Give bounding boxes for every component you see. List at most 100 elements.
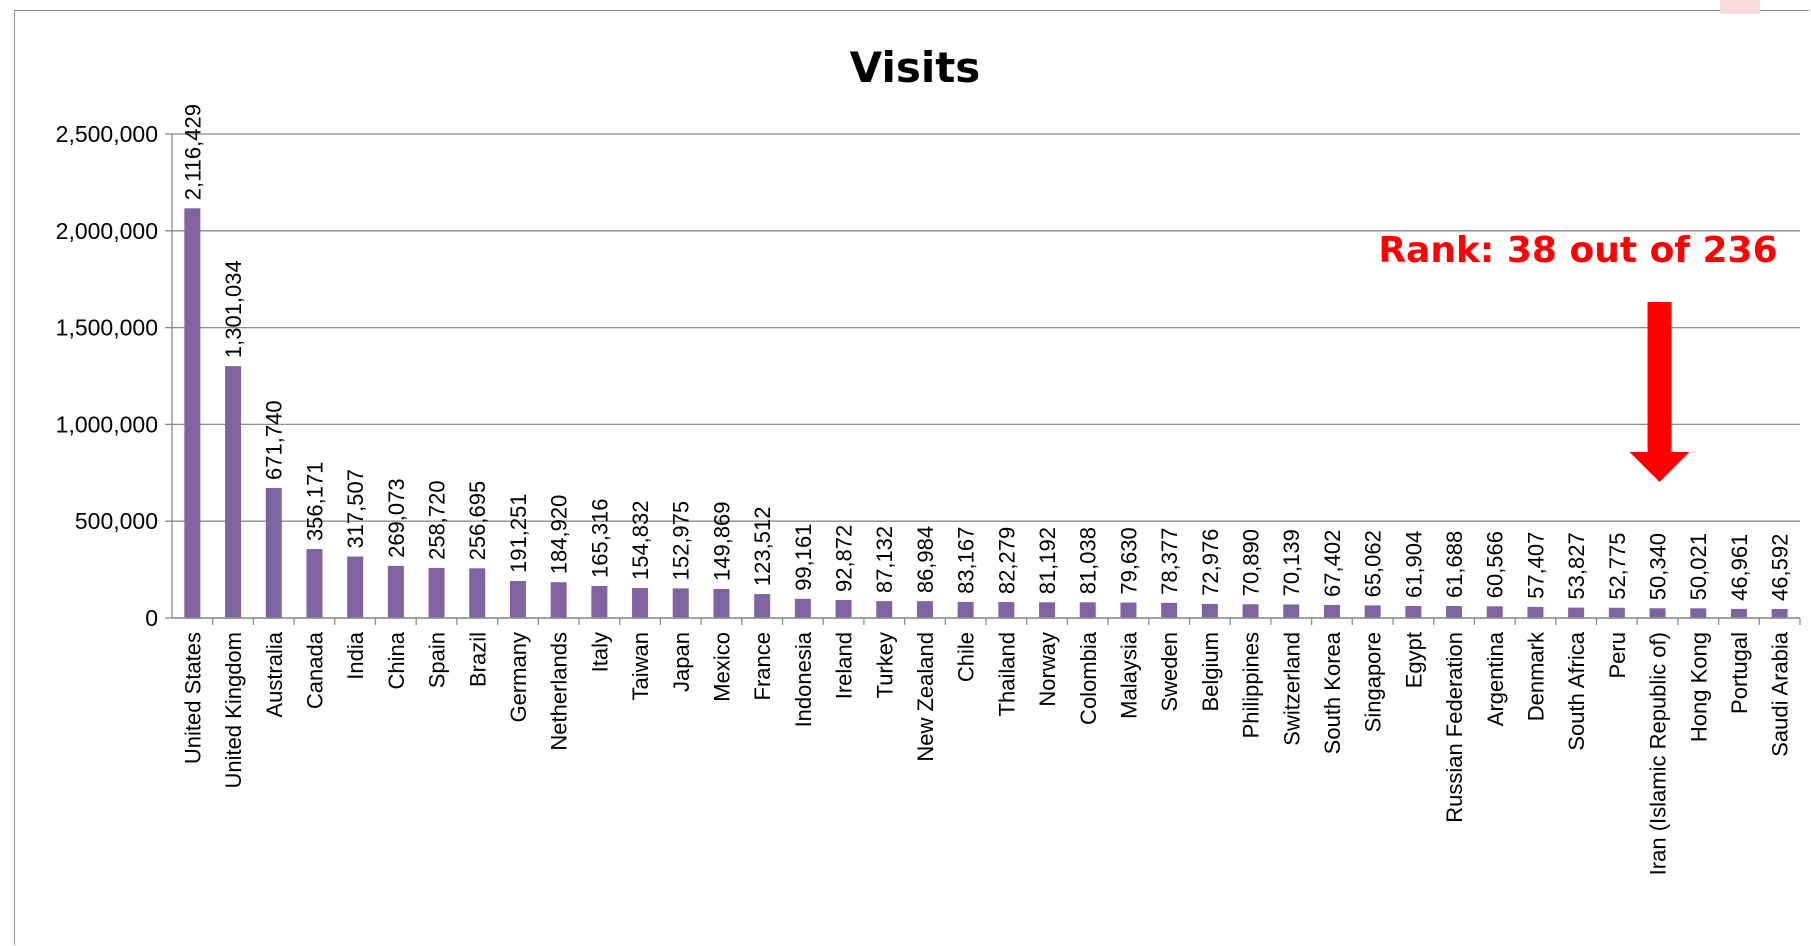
y-tick-label: 1,500,000 — [56, 315, 158, 341]
x-tick-label: Brazil — [465, 632, 490, 687]
bar — [469, 568, 486, 618]
x-tick-label: United Kingdom — [221, 632, 246, 789]
chart-frame — [14, 10, 1809, 945]
data-label: 57,407 — [1523, 532, 1548, 599]
bar — [387, 565, 404, 618]
bar — [1283, 604, 1300, 618]
x-tick-label: South Africa — [1564, 631, 1589, 750]
y-tick-label: 500,000 — [75, 508, 158, 534]
data-label: 184,920 — [547, 495, 572, 575]
data-label: 53,827 — [1564, 532, 1589, 599]
x-tick-label: South Korea — [1320, 631, 1345, 754]
bar — [1161, 602, 1178, 618]
bar — [876, 601, 893, 618]
bar — [916, 601, 933, 618]
data-label: 191,251 — [506, 493, 531, 573]
x-tick-label: Saudi Arabia — [1768, 631, 1793, 757]
data-label: 72,976 — [1198, 529, 1223, 596]
data-label: 50,340 — [1646, 533, 1671, 600]
rank-annotation: Rank: 38 out of 236 — [1378, 230, 1777, 271]
x-tick-label: Philippines — [1239, 632, 1264, 738]
x-tick-label: Netherlands — [547, 632, 572, 751]
bar — [428, 567, 445, 618]
bar — [1446, 606, 1463, 618]
x-tick-label: Spain — [425, 632, 450, 688]
data-label: 149,869 — [709, 501, 734, 581]
data-label: 123,512 — [750, 507, 775, 587]
chart-title: Visits — [850, 43, 981, 92]
data-label: 154,832 — [628, 500, 653, 580]
bar — [306, 549, 323, 618]
bar — [1364, 605, 1381, 618]
corner-mark — [1720, 0, 1760, 14]
x-tick-label: Malaysia — [1116, 631, 1141, 719]
x-tick-label: Switzerland — [1279, 632, 1304, 746]
data-label: 61,904 — [1401, 531, 1426, 598]
bar — [998, 602, 1015, 618]
x-tick-label: Germany — [506, 632, 531, 722]
data-label: 60,566 — [1483, 531, 1508, 598]
bar — [754, 594, 771, 618]
data-label: 65,062 — [1361, 530, 1386, 597]
red-arrow-icon — [1629, 302, 1690, 482]
bar — [1120, 602, 1137, 618]
bar — [1527, 606, 1544, 618]
bar — [591, 585, 608, 618]
x-tick-label: Hong Kong — [1686, 632, 1711, 742]
x-tick-label: Norway — [1035, 632, 1060, 707]
data-label: 317,507 — [343, 469, 368, 549]
data-label: 87,132 — [872, 526, 897, 593]
bar — [794, 598, 811, 618]
data-label: 78,377 — [1157, 528, 1182, 595]
bar — [632, 588, 649, 618]
bar — [1649, 608, 1666, 618]
x-tick-label: Belgium — [1198, 632, 1223, 711]
x-tick-label: Thailand — [994, 632, 1019, 716]
data-label: 152,975 — [669, 501, 694, 581]
x-tick-label: Turkey — [872, 632, 897, 698]
x-tick-label: Mexico — [709, 632, 734, 702]
data-label: 2,116,429 — [180, 104, 205, 200]
bar — [1242, 604, 1259, 618]
x-tick-label: China — [384, 631, 409, 689]
y-tick-label: 2,500,000 — [56, 121, 158, 147]
data-label: 67,402 — [1320, 530, 1345, 597]
x-tick-label: Taiwan — [628, 632, 653, 700]
bar — [835, 600, 852, 618]
x-tick-label: Russian Federation — [1442, 632, 1467, 823]
bar — [672, 588, 689, 618]
x-tick-label: Canada — [302, 631, 327, 709]
bar — [1730, 608, 1747, 618]
x-tick-label: Chile — [954, 632, 979, 682]
x-tick-label: Singapore — [1361, 632, 1386, 732]
x-tick-label: Indonesia — [791, 631, 816, 727]
bars — [184, 208, 1788, 618]
data-label: 50,021 — [1686, 533, 1711, 600]
bar — [713, 588, 730, 618]
y-tick-label: 1,000,000 — [56, 411, 158, 437]
bar — [1568, 607, 1585, 618]
data-label: 46,592 — [1768, 534, 1793, 601]
x-tick-label: Italy — [587, 632, 612, 672]
data-label: 258,720 — [425, 480, 450, 560]
data-label: 52,775 — [1605, 532, 1630, 599]
bar — [509, 580, 526, 618]
data-label: 70,139 — [1279, 529, 1304, 596]
x-tick-label: Ireland — [832, 632, 857, 699]
x-tick-label: France — [750, 632, 775, 700]
x-tick-label: Portugal — [1727, 632, 1752, 714]
bar — [265, 487, 282, 618]
data-label: 61,688 — [1442, 531, 1467, 598]
x-tick-label: Colombia — [1076, 631, 1101, 725]
x-tick-label: New Zealand — [913, 632, 938, 762]
data-label: 92,872 — [832, 525, 857, 592]
data-label: 671,740 — [262, 400, 287, 480]
data-label: 1,301,034 — [221, 260, 246, 358]
data-labels: 2,116,429 1,301,034 671,740 356,171 317,507 2… — [180, 104, 1792, 601]
data-label: 165,316 — [587, 498, 612, 578]
x-tick-label: Japan — [669, 632, 694, 692]
x-tick-label: United States — [180, 632, 205, 764]
bar — [1690, 608, 1707, 618]
bar — [347, 556, 364, 618]
